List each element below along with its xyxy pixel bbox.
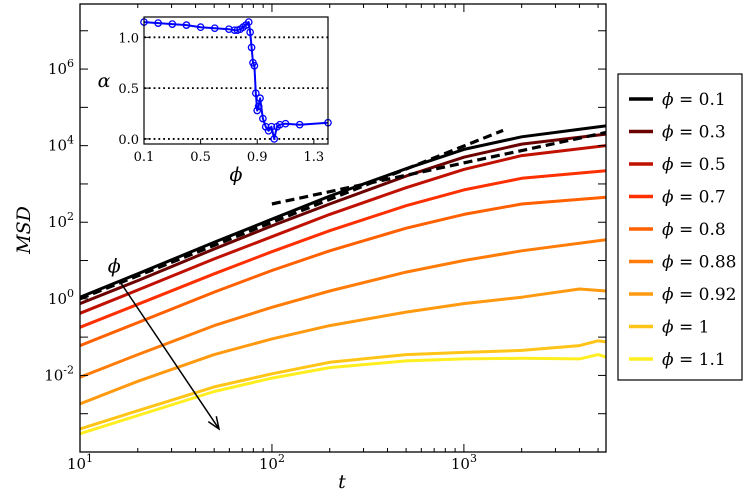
diffusive-guide-line	[271, 130, 606, 206]
legend-entry-3: ϕ = 0.7	[662, 188, 726, 208]
inset-x-tick-label-3: 1.3	[304, 150, 325, 165]
inset-data-layer	[140, 18, 332, 143]
legend: ϕ = 0.1 ϕ = 0.3 ϕ = 0.5 ϕ = 0.7 ϕ = 0.8 ϕ = 0…	[617, 73, 743, 381]
inset-y-axis-label: α	[98, 70, 111, 92]
series-line-2	[80, 144, 606, 315]
series-line-8	[80, 353, 606, 436]
ballistic-guide-line	[80, 128, 504, 301]
series-line-0	[80, 124, 606, 299]
series-line-7	[80, 339, 606, 431]
series-line-3	[80, 169, 606, 329]
inset-x-tick-label-1: 0.5	[190, 150, 211, 165]
inset-point-13	[246, 28, 255, 37]
inset-point-12	[244, 18, 253, 26]
inset-point-29	[295, 120, 304, 129]
x-tick-label-2: 103	[451, 452, 477, 473]
y-tick-label-3: 104	[48, 134, 74, 155]
x-axis-label: t	[338, 471, 346, 493]
inset-point-21	[259, 114, 267, 123]
inset-point-24	[267, 122, 276, 131]
series-line-4	[80, 195, 606, 347]
legend-entry-4: ϕ = 0.8	[662, 220, 726, 240]
inset-x-axis-label: ϕ	[230, 164, 243, 186]
inset-y-tick-label-1: 0.5	[118, 82, 139, 97]
main-axis-ticks: 101 102 103 10-2 100 102 104 106	[44, 4, 606, 473]
y-tick-label-2: 102	[48, 210, 74, 231]
inset-axis-ticks: 0.1 0.5 0.9 1.3 0.0 0.5 1.0	[118, 31, 324, 165]
legend-entry-2: ϕ = 0.5	[662, 155, 726, 175]
inset-y-tick-label-2: 1.0	[118, 31, 139, 46]
inset-point-28	[281, 119, 290, 128]
y-tick-label-1: 100	[48, 287, 74, 308]
x-tick-label-0: 101	[67, 452, 93, 473]
annotation-arrow-head	[207, 416, 221, 431]
legend-entry-6: ϕ = 0.92	[662, 285, 737, 305]
inset-point-5	[210, 24, 219, 33]
legend-entry-8: ϕ = 1.1	[662, 350, 726, 370]
inset-point-16	[250, 61, 259, 70]
inset-x-tick-label-2: 0.9	[247, 150, 268, 165]
main-series-group	[80, 124, 606, 436]
inset-y-tick-label-0: 0.0	[118, 133, 139, 148]
inset-point-14	[247, 43, 256, 52]
legend-entry-7: ϕ = 1	[662, 318, 709, 338]
annotation-arrow-shaft	[118, 280, 220, 430]
main-data-layer: ϕ	[80, 124, 606, 436]
series-line-1	[80, 132, 606, 305]
series-line-5	[80, 238, 606, 379]
main-plot-frame	[79, 3, 607, 453]
inset-point-1	[154, 19, 163, 27]
annotation-label: ϕ	[108, 256, 121, 278]
y-tick-label-0: 10-2	[44, 363, 74, 384]
inset-plot-frame	[143, 16, 329, 145]
inset-chart: 0.1 0.5 0.9 1.3 0.0 0.5 1.0 ϕ α	[98, 16, 332, 186]
inset-point-17	[251, 89, 260, 98]
series-line-6	[80, 287, 606, 406]
legend-entry-1: ϕ = 0.3	[662, 123, 726, 143]
inset-point-20	[256, 94, 264, 103]
inset-x-tick-label-0: 0.1	[134, 150, 155, 165]
legend-frame	[617, 73, 743, 381]
inset-point-18	[253, 106, 262, 115]
inset-point-19	[254, 102, 263, 111]
legend-entry-5: ϕ = 0.88	[662, 253, 737, 273]
inset-point-2	[168, 20, 177, 28]
legend-entry-0: ϕ = 0.1	[662, 90, 726, 110]
inset-point-25	[270, 135, 279, 143]
x-tick-label-1: 102	[259, 452, 285, 473]
y-axis-label: MSD	[13, 206, 35, 255]
y-tick-label-4: 106	[48, 57, 74, 78]
main-chart: ϕ 101 102 103 10-2 100 102 104 106 t MSD	[13, 3, 607, 493]
inset-point-3	[182, 21, 191, 29]
inset-point-4	[196, 23, 205, 32]
